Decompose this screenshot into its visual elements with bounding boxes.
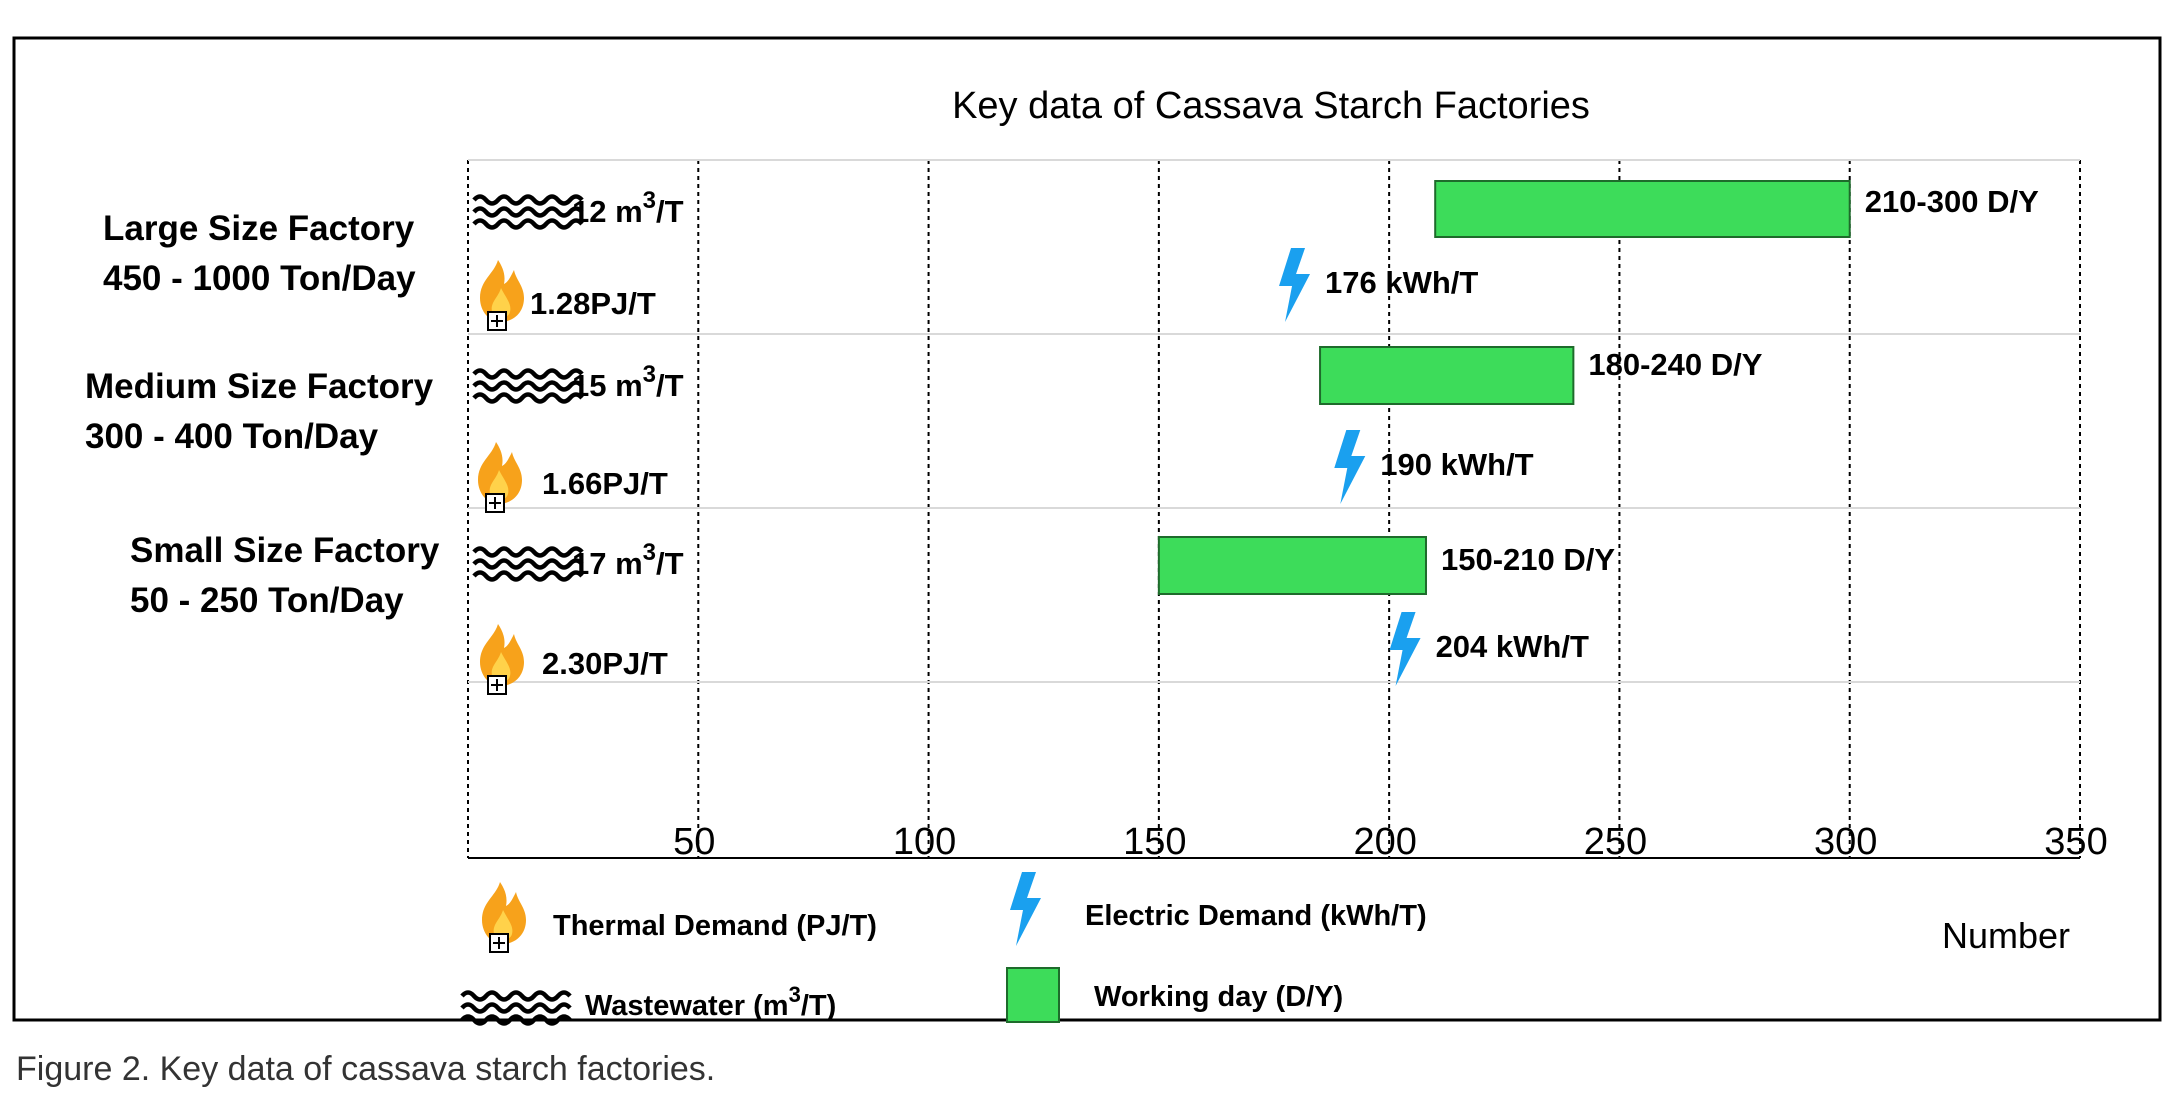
x-tick-label: 250	[1584, 821, 1647, 863]
x-tick-label: 350	[2044, 821, 2107, 863]
working-day-bar	[1157, 536, 1427, 595]
grid-layer: 50 100 150 200 250 300 350	[467, 160, 2108, 863]
legend-electric-label: Electric Demand (kWh/T)	[1085, 900, 1427, 932]
legend-working-day-label: Working day (D/Y)	[1094, 981, 1343, 1013]
legend: Thermal Demand (PJ/T) Electric Demand (k…	[462, 872, 1427, 1024]
marks-layer: 210-300 D/Y 176 kWh/T 180-240 D/Y 190 kWh/T…	[1157, 180, 2039, 686]
x-tick-label: 150	[1123, 821, 1186, 863]
lightning-bolt-icon	[1010, 872, 1041, 946]
category-label-small: Small Size Factory	[130, 531, 440, 570]
lightning-bolt-icon	[1279, 248, 1311, 322]
capacity-label-large: 450 - 1000 Ton/Day	[103, 259, 416, 298]
x-tick-label: 300	[1814, 821, 1877, 863]
x-tick-label: 100	[893, 821, 956, 863]
thermal-label-large: 1.28PJ/T	[530, 286, 656, 321]
thermal-label-medium: 1.66PJ/T	[542, 466, 668, 501]
lightning-bolt-shape	[1334, 430, 1366, 504]
wastewater-label-medium: 15 m3/T	[572, 361, 684, 403]
flame-icon	[477, 441, 523, 513]
capacity-label-small: 50 - 250 Ton/Day	[130, 581, 404, 620]
working-day-label: 150-210 D/Y	[1441, 542, 1615, 577]
wastewater-label-large: 12 m3/T	[572, 187, 684, 229]
capacity-label-medium: 300 - 400 Ton/Day	[85, 417, 379, 456]
wave-icon	[474, 371, 582, 402]
flame-icon	[481, 881, 527, 953]
lightning-bolt-icon	[1334, 430, 1366, 504]
legend-thermal-label: Thermal Demand (PJ/T)	[553, 910, 877, 942]
electric-demand-label: 190 kWh/T	[1380, 447, 1533, 482]
figure-frame	[12, 36, 2162, 1022]
working-day-label: 210-300 D/Y	[1865, 184, 2039, 219]
wave-icon	[474, 549, 582, 580]
wastewater-label-small: 17 m3/T	[572, 539, 684, 581]
working-day-bar	[1434, 180, 1851, 238]
thermal-label-small: 2.30PJ/T	[542, 646, 668, 681]
figure-caption: Figure 2. Key data of cassava starch fac…	[16, 1050, 715, 1088]
working-day-bar	[1319, 346, 1575, 405]
chart-title: Key data of Cassava Starch Factories	[952, 85, 1590, 127]
x-tick-label: 200	[1353, 821, 1416, 863]
wave-icon	[474, 197, 582, 228]
lightning-bolt-shape	[1389, 612, 1421, 686]
flame-icon	[479, 259, 525, 331]
category-label-medium: Medium Size Factory	[85, 367, 434, 406]
category-label-large: Large Size Factory	[103, 209, 415, 248]
flame-icon	[479, 623, 525, 695]
electric-demand-label: 204 kWh/T	[1436, 629, 1589, 664]
legend-wastewater-label: Wastewater (m3/T)	[585, 982, 836, 1022]
lightning-bolt-icon	[1389, 612, 1421, 686]
working-day-label: 180-240 D/Y	[1588, 347, 1762, 382]
x-axis-label: Number	[1942, 915, 2070, 956]
lightning-bolt-shape	[1279, 248, 1311, 322]
electric-demand-label: 176 kWh/T	[1325, 265, 1478, 300]
green-square-icon	[1006, 967, 1060, 1023]
x-tick-label: 50	[673, 821, 715, 863]
